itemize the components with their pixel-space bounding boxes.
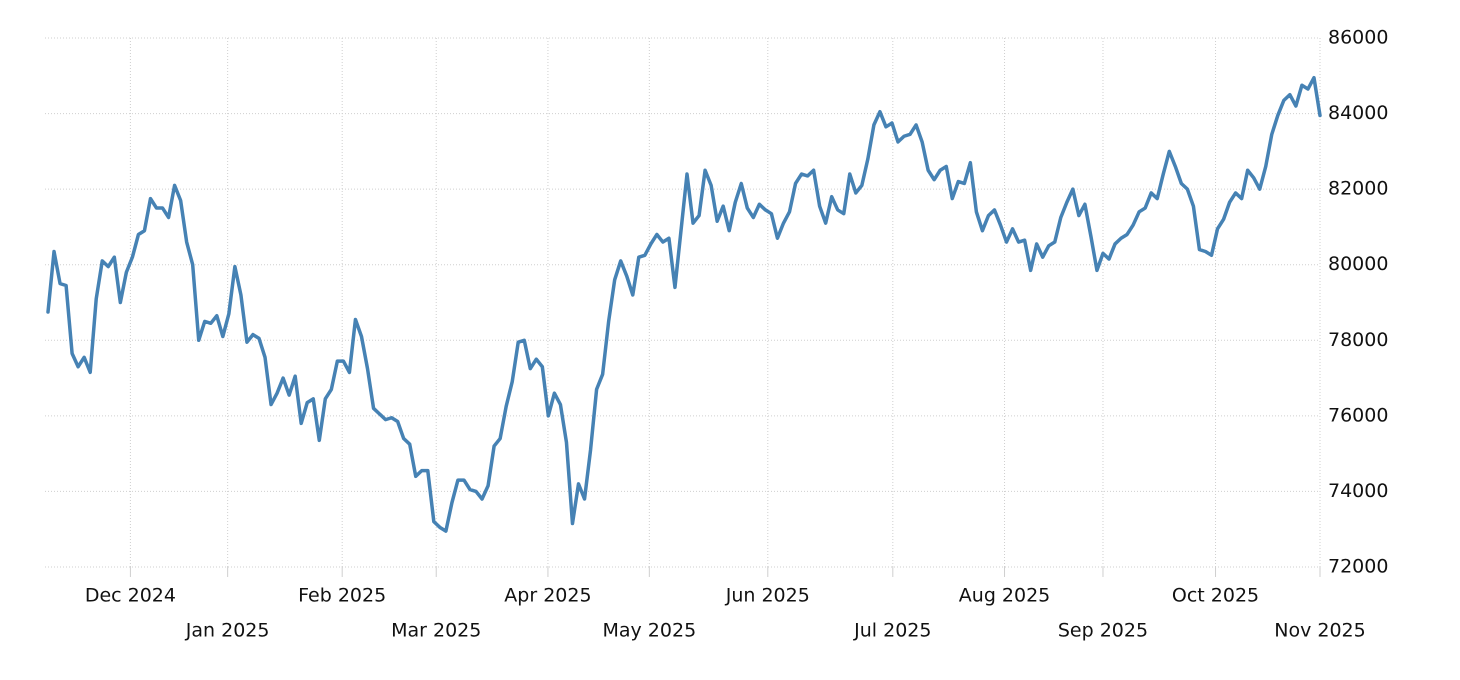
y-tick-label: 86000 [1328,27,1388,49]
x-tick-label: Jun 2025 [725,585,810,607]
y-tick-label: 78000 [1328,329,1388,351]
line-series [46,75,1322,533]
y-tick-label: 84000 [1328,102,1388,124]
y-tick-label: 72000 [1328,556,1388,578]
x-tick-label: Dec 2024 [85,585,176,607]
y-tick-label: 80000 [1328,253,1388,275]
x-tick-label: Mar 2025 [391,620,481,642]
x-tick-label: Aug 2025 [959,585,1051,607]
x-tick-label: Sep 2025 [1058,620,1148,642]
y-tick-label: 74000 [1328,480,1388,502]
x-tick-label: May 2025 [602,620,696,642]
x-tick-label: Jan 2025 [185,620,270,642]
x-tick-label: Feb 2025 [298,585,386,607]
y-tick-label: 82000 [1328,178,1388,200]
x-tick-label: Jul 2025 [853,620,931,642]
x-tick-label: Apr 2025 [504,585,591,607]
y-tick-label: 76000 [1328,404,1388,426]
x-tick-label: Oct 2025 [1172,585,1259,607]
x-tick-label: Nov 2025 [1274,620,1365,642]
